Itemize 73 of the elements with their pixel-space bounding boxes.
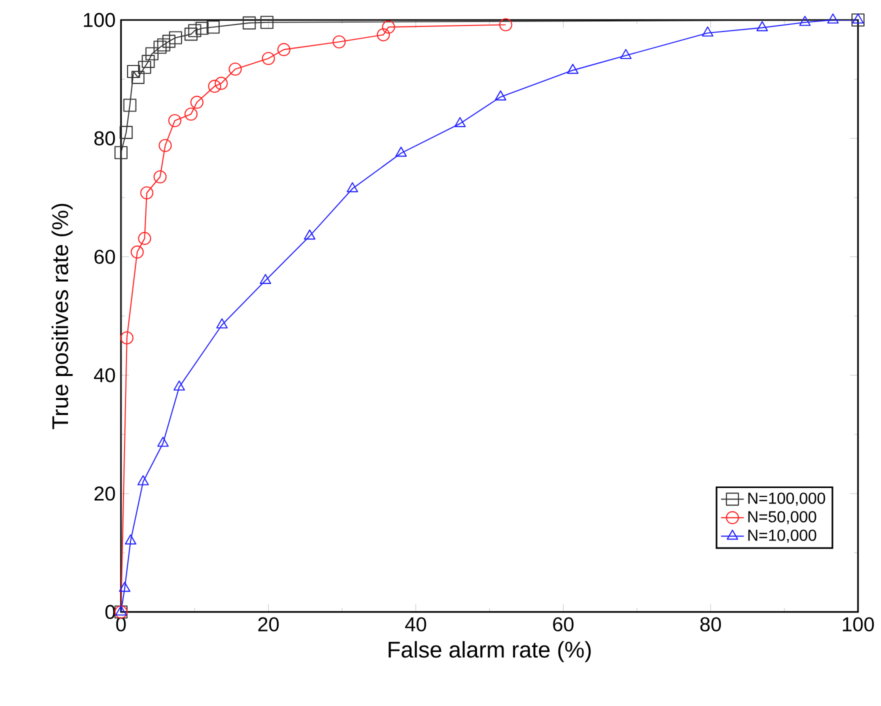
point — [154, 40, 167, 54]
point — [206, 20, 220, 34]
point — [154, 170, 167, 184]
legend-label: N=100,000 — [748, 492, 826, 506]
point — [127, 64, 140, 78]
point — [140, 186, 154, 200]
point — [123, 98, 136, 112]
point — [827, 13, 839, 24]
point — [277, 43, 290, 56]
point — [145, 47, 158, 60]
point — [184, 28, 198, 41]
point — [346, 182, 358, 192]
point — [499, 18, 512, 32]
point — [188, 24, 202, 38]
point — [208, 80, 222, 93]
point — [137, 475, 149, 486]
point — [332, 35, 346, 48]
point — [376, 28, 390, 42]
point — [196, 22, 209, 35]
x-axis-title: False alarm rate (%) — [388, 641, 591, 662]
point — [120, 331, 134, 344]
point — [158, 138, 172, 152]
point — [120, 126, 133, 140]
x-tick-label: 40 — [405, 617, 426, 632]
y-tick-label: 60 — [94, 250, 115, 264]
point — [216, 318, 228, 328]
point — [168, 114, 182, 128]
point — [852, 13, 864, 24]
legend-label: N=50,000 — [748, 511, 816, 524]
x-tick-label: 60 — [553, 617, 574, 632]
point — [242, 16, 256, 30]
y-tick-label: 100 — [84, 12, 115, 28]
point — [494, 90, 506, 100]
point — [169, 31, 182, 44]
point — [124, 534, 136, 544]
x-tick-label: 80 — [700, 617, 721, 632]
point — [395, 146, 407, 157]
x-tick-label: 100 — [842, 617, 874, 632]
point — [756, 21, 768, 32]
point — [454, 117, 466, 128]
point — [260, 16, 274, 29]
point — [262, 52, 275, 66]
point — [228, 62, 242, 76]
point — [142, 54, 155, 68]
legend-label: N=10,000 — [748, 530, 816, 543]
y-tick-label: 0 — [105, 604, 115, 620]
point — [851, 13, 865, 27]
point — [190, 96, 204, 109]
point — [702, 26, 714, 37]
point — [173, 380, 185, 391]
point — [620, 48, 632, 60]
point — [130, 246, 144, 259]
point — [118, 582, 130, 592]
y-axis-title: True positives rate (%) — [52, 204, 73, 430]
point — [799, 16, 811, 26]
y-tick-label: 80 — [94, 131, 115, 146]
x-tick-label: 20 — [258, 617, 279, 632]
point — [138, 60, 152, 74]
point — [114, 146, 128, 160]
point — [184, 108, 198, 121]
point — [138, 232, 152, 245]
point — [567, 64, 579, 74]
point — [162, 34, 176, 48]
point — [131, 70, 144, 84]
y-tick-label: 20 — [94, 486, 115, 501]
point — [382, 20, 396, 34]
point — [260, 274, 272, 284]
point — [157, 436, 169, 447]
point — [214, 76, 228, 90]
point — [304, 230, 316, 240]
point — [157, 38, 170, 52]
point — [115, 605, 127, 616]
y-tick-label: 40 — [94, 368, 115, 382]
